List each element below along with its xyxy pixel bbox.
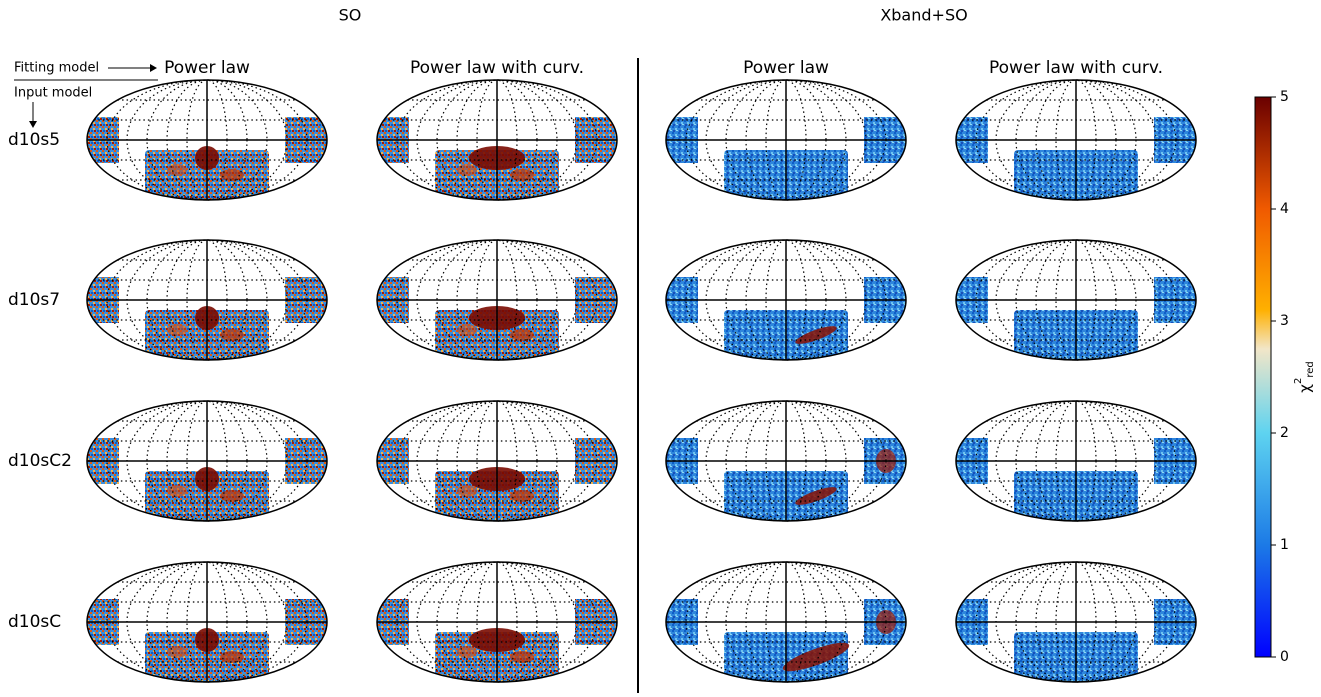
legend-fitting: Fitting model <box>14 61 99 76</box>
map <box>666 401 906 521</box>
map <box>666 80 906 200</box>
column-title: Power law <box>743 58 829 78</box>
map <box>956 240 1196 360</box>
figure: SO Xband+SO Fitting model Input model Po… <box>0 0 1321 693</box>
row-label: d10sC <box>8 612 61 632</box>
hot-spot <box>457 646 477 658</box>
group-title: SO <box>339 6 362 25</box>
map <box>956 562 1196 682</box>
hot-spot <box>220 490 244 502</box>
column-title: Power law <box>164 58 250 78</box>
hot-spot <box>457 164 477 176</box>
map <box>87 562 327 682</box>
hot-spot <box>167 646 187 658</box>
hot-spot <box>510 169 534 181</box>
row-label: d10sC2 <box>8 451 72 471</box>
hot-spot <box>510 651 534 663</box>
map <box>377 401 617 521</box>
map <box>666 562 906 682</box>
map <box>956 80 1196 200</box>
map <box>377 240 617 360</box>
row-label: d10s5 <box>8 130 60 150</box>
hot-spot <box>220 329 244 341</box>
arrow-head <box>150 64 157 72</box>
colorbar-tick-label: 5 <box>1280 89 1289 105</box>
map <box>87 80 327 200</box>
colorbar-label-sub: red <box>1305 361 1316 377</box>
hot-spot <box>510 490 534 502</box>
panels <box>87 80 1196 682</box>
hot-spot <box>220 651 244 663</box>
row-label: d10s7 <box>8 290 60 310</box>
column-title: Power law with curv. <box>989 58 1163 78</box>
map <box>956 401 1196 521</box>
colorbar-tick-label: 2 <box>1280 425 1289 441</box>
map <box>87 240 327 360</box>
colorbar-label-sup: 2 <box>1293 378 1304 384</box>
hot-spot <box>220 169 244 181</box>
hot-spot <box>167 324 187 336</box>
colorbar-tick-label: 0 <box>1280 649 1289 665</box>
map <box>87 401 327 521</box>
hot-spot <box>167 485 187 497</box>
map <box>377 80 617 200</box>
map <box>377 562 617 682</box>
hot-spot <box>510 329 534 341</box>
colorbar-tick-label: 3 <box>1280 313 1289 329</box>
column-title: Power law with curv. <box>410 58 584 78</box>
colorbar-tick-label: 4 <box>1280 201 1289 217</box>
legend-input: Input model <box>14 86 92 101</box>
colorbar-label: χ2red <box>1293 361 1316 392</box>
map <box>666 240 906 360</box>
hot-spot <box>457 324 477 336</box>
hot-spot <box>167 164 187 176</box>
hot-spot <box>457 485 477 497</box>
colorbar-label-symbol: χ <box>1296 384 1314 393</box>
colorbar-tick-label: 1 <box>1280 537 1289 553</box>
arrow-head <box>29 121 37 128</box>
colorbar <box>1255 97 1271 657</box>
group-title: Xband+SO <box>880 6 967 25</box>
